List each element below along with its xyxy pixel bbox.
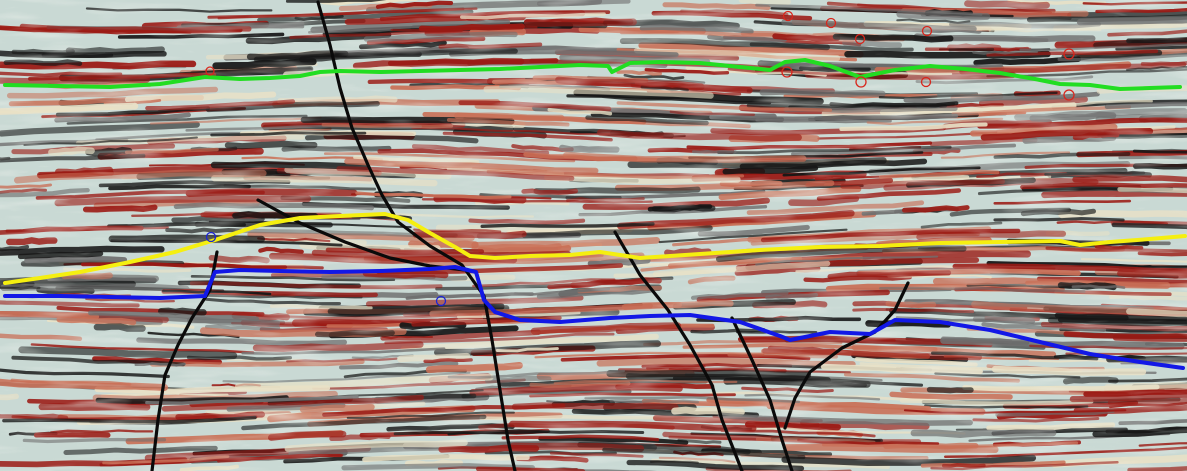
pick-marker — [854, 33, 866, 45]
fault-3 — [150, 250, 219, 471]
pick-marker — [435, 295, 447, 307]
pick-marker — [205, 231, 217, 243]
fault-1 — [316, 0, 517, 471]
pick-marker — [1063, 89, 1075, 101]
horizon-yellow — [3, 212, 1187, 285]
fault-5 — [730, 316, 794, 471]
horizon-layer — [3, 58, 1187, 370]
pick-marker — [825, 17, 837, 29]
pick-marker — [781, 66, 793, 78]
marker-layer — [205, 10, 1075, 307]
pick-marker — [205, 66, 215, 76]
fault-layer — [150, 0, 910, 471]
horizon-green — [3, 58, 1182, 91]
pick-marker — [1063, 48, 1075, 60]
pick-marker — [920, 76, 932, 88]
fault-4 — [613, 230, 744, 471]
pick-marker — [782, 10, 794, 22]
pick-marker — [921, 25, 933, 37]
pick-marker — [855, 76, 867, 88]
horizon-blue — [3, 265, 1185, 370]
fault-6 — [783, 281, 910, 430]
